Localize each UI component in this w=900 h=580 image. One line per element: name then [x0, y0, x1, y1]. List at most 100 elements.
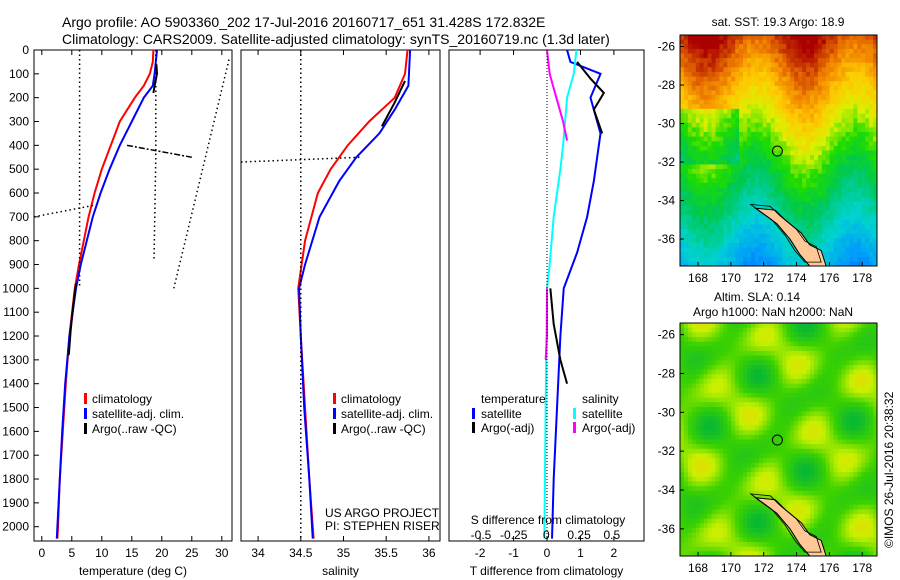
x-tick-label: 35	[337, 546, 351, 560]
map-cell	[825, 355, 831, 361]
map-cell	[794, 430, 799, 436]
map-cell	[719, 173, 724, 179]
map-cell	[743, 495, 748, 501]
map-cell	[845, 113, 850, 119]
map-cell	[798, 518, 803, 524]
map-cell	[869, 48, 874, 54]
map-cell	[786, 252, 791, 258]
map-cell	[695, 425, 701, 431]
map-cell	[802, 210, 807, 216]
map-cell	[711, 355, 716, 361]
map-cell	[833, 369, 839, 375]
map-cell	[735, 247, 740, 253]
map-cell	[747, 229, 752, 235]
map-cell	[770, 509, 775, 515]
map-cell	[837, 462, 842, 468]
map-cell	[743, 448, 748, 454]
map-cell	[719, 369, 724, 375]
map-cell	[833, 132, 839, 138]
map-cell	[719, 201, 724, 207]
map-cell	[762, 67, 768, 73]
map-cell	[687, 323, 693, 329]
map-cell	[758, 332, 764, 338]
map-cell	[770, 351, 775, 357]
map-cell	[750, 327, 756, 333]
map-cell	[817, 327, 823, 333]
map-cell	[766, 48, 772, 54]
map-cell	[857, 201, 862, 207]
map-cell	[774, 53, 779, 59]
map-cell	[794, 90, 799, 96]
map-cell	[806, 392, 811, 399]
map-cell	[845, 392, 850, 399]
map-cell	[841, 430, 846, 436]
map-cell	[837, 383, 842, 389]
map-cell	[758, 481, 764, 487]
map-cell	[802, 99, 807, 105]
map-cell	[727, 528, 732, 534]
map-cell	[861, 173, 866, 179]
map-cell	[715, 210, 720, 216]
map-cell	[743, 127, 748, 133]
map-cell	[814, 346, 819, 352]
map-cell	[691, 509, 697, 515]
map-cell	[814, 434, 819, 440]
map-cell	[766, 364, 772, 371]
map-cell	[833, 252, 839, 258]
map-cell	[774, 67, 779, 73]
map-cell	[782, 481, 787, 487]
map-cell	[798, 509, 803, 515]
map-cell	[786, 215, 791, 221]
map-cell	[703, 532, 708, 538]
map-cell	[707, 378, 712, 385]
map-cell	[810, 462, 815, 468]
map-cell	[770, 76, 775, 82]
map-cell	[691, 256, 697, 262]
map-cell	[817, 397, 823, 403]
map-cell	[794, 369, 799, 375]
map-cell	[778, 402, 783, 408]
map-cell	[750, 62, 756, 68]
map-cell	[754, 434, 760, 440]
map-cell	[727, 341, 732, 347]
map-cell	[691, 369, 697, 375]
map-cell	[814, 178, 819, 184]
map-cell	[782, 425, 787, 431]
map-cell	[833, 551, 839, 557]
map-cell	[739, 374, 744, 380]
map-cell	[849, 35, 854, 41]
map-cell	[758, 81, 764, 87]
map-cell	[814, 327, 819, 333]
map-cell	[750, 205, 756, 211]
map-cell	[735, 233, 740, 239]
x-tick-label: 30	[215, 546, 229, 560]
map-cell	[778, 425, 783, 431]
map-cell	[707, 219, 712, 225]
map-cell	[810, 210, 815, 216]
map-cell	[715, 252, 720, 258]
map-cell	[873, 187, 878, 193]
map-cell	[699, 196, 705, 202]
map-cell	[762, 182, 768, 188]
map-cell	[833, 187, 839, 193]
map-cell	[794, 542, 799, 548]
map-cell	[691, 145, 697, 151]
map-cell	[821, 402, 827, 408]
map-cell	[762, 434, 768, 440]
map-cell	[829, 58, 835, 64]
map-cell	[849, 196, 854, 202]
map-cell	[687, 532, 693, 538]
map-cell	[750, 118, 756, 124]
map-cell	[778, 256, 783, 262]
map-cell	[762, 76, 768, 82]
map-cell	[817, 44, 823, 50]
map-cell	[814, 523, 819, 529]
map-cell	[782, 374, 787, 380]
map-cell	[754, 523, 760, 529]
map-cell	[786, 99, 791, 105]
map-cell	[695, 332, 701, 338]
map-cell	[817, 145, 823, 151]
map-cell	[691, 187, 697, 193]
map-cell	[695, 99, 701, 105]
map-cell	[723, 201, 728, 207]
